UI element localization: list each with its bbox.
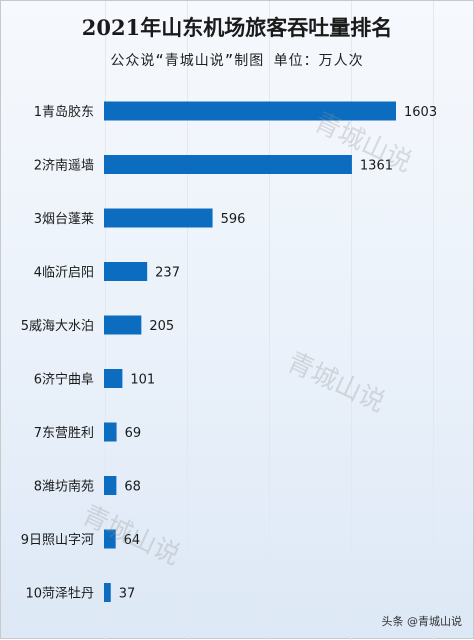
category-label: 10菏泽牡丹 <box>25 587 94 602</box>
category-label: 4临沂启阳 <box>34 266 94 281</box>
data-label: 64 <box>124 533 141 548</box>
data-label: 1603 <box>404 105 437 120</box>
bar <box>104 208 213 228</box>
gridline <box>187 1 188 640</box>
chart-title: 2021年山东机场旅客吞吐量排名 <box>81 15 393 40</box>
gridline <box>433 1 434 640</box>
category-label: 9日照山字河 <box>21 533 94 548</box>
data-label: 596 <box>221 212 246 227</box>
data-label: 37 <box>119 587 136 602</box>
bar <box>104 262 148 281</box>
bar <box>104 155 352 174</box>
gridline <box>351 1 352 640</box>
gridline <box>269 1 270 640</box>
bar <box>104 529 116 549</box>
chart-subtitle: 公众说“青城山说”制图 单位：万人次 <box>110 53 364 69</box>
data-label: 101 <box>130 373 155 388</box>
category-label: 8潍坊南苑 <box>34 479 94 495</box>
category-label: 2济南遥墙 <box>34 158 94 174</box>
bar <box>104 476 117 495</box>
bar <box>104 315 142 335</box>
data-label: 237 <box>155 266 180 281</box>
data-label: 68 <box>124 480 141 495</box>
category-label: 3烟台蓬莱 <box>34 212 94 227</box>
category-label: 1青岛胶东 <box>34 104 94 120</box>
bar <box>104 101 396 121</box>
category-label: 5威海大水泊 <box>21 319 94 334</box>
data-label: 205 <box>149 319 174 334</box>
bar <box>104 583 111 602</box>
bar <box>104 422 117 442</box>
category-label: 7东营胜利 <box>34 426 94 441</box>
bar <box>104 369 123 388</box>
data-label: 1361 <box>360 159 393 174</box>
category-label: 6济宁曲阜 <box>34 372 94 388</box>
data-label: 69 <box>125 426 142 441</box>
footer-credit: 头条 @青城山说 <box>381 615 463 628</box>
